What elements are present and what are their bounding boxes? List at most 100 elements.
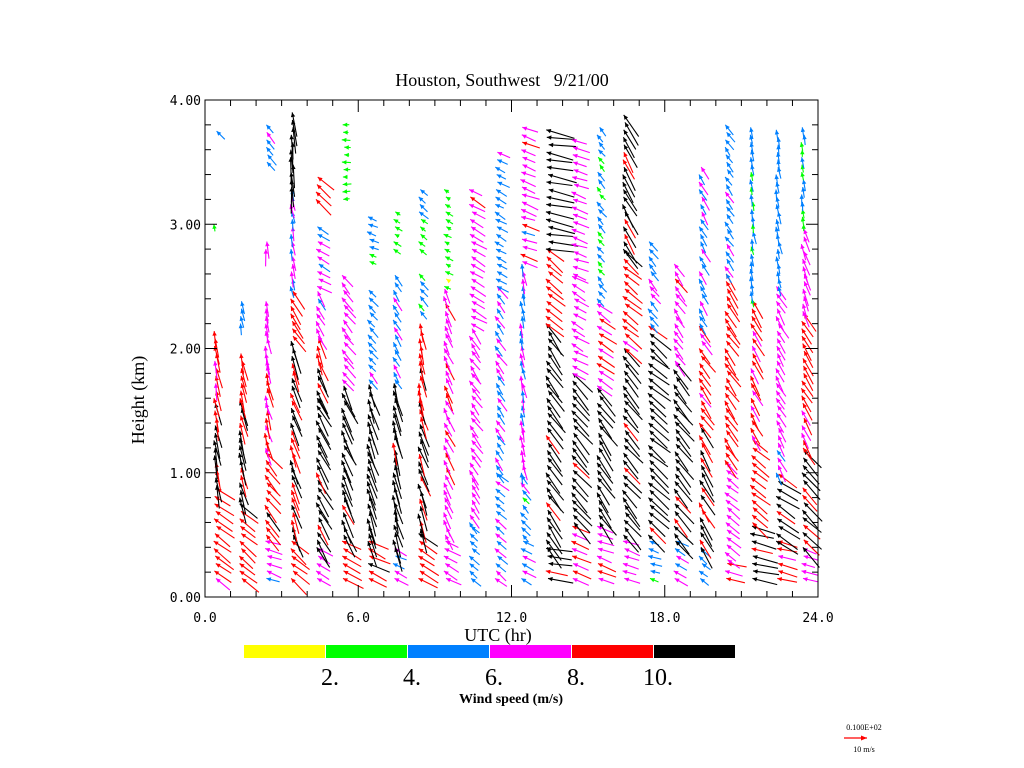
wind-vector <box>342 319 353 334</box>
wind-vector-arrowhead <box>597 570 603 575</box>
wind-vector-arrowhead <box>495 496 500 501</box>
y-tick-labels: 0.001.002.003.004.00 <box>170 94 201 606</box>
wind-vector <box>469 462 479 476</box>
wind-vector <box>725 333 740 349</box>
wind-vector-arrowhead <box>341 137 347 143</box>
wind-vector-arrowhead <box>497 405 502 411</box>
wind-vector <box>623 444 644 464</box>
wind-vector <box>419 310 428 320</box>
wind-vector-arrowhead <box>701 196 706 202</box>
wind-vector <box>316 457 330 483</box>
wind-vector-arrowhead <box>676 436 681 442</box>
wind-vectors <box>212 112 823 596</box>
wind-vector-arrowhead <box>240 475 245 481</box>
wind-vector <box>699 363 711 380</box>
wind-vector-arrowhead <box>777 308 782 314</box>
wind-vector-arrowhead <box>496 189 502 194</box>
wind-vector-arrowhead <box>699 278 704 284</box>
wind-vector <box>724 348 736 367</box>
wind-vector-arrowhead <box>546 435 551 441</box>
wind-vector <box>291 474 303 499</box>
wind-vector-arrowhead <box>701 547 706 553</box>
wind-vector <box>598 208 608 218</box>
wind-vector <box>266 570 282 579</box>
wind-vector <box>598 499 612 521</box>
wind-vector <box>775 397 785 410</box>
wind-vector <box>802 179 807 192</box>
wind-vector <box>494 315 506 329</box>
wind-vector-arrowhead <box>572 380 578 386</box>
wind-vector <box>803 350 814 369</box>
wind-vector <box>265 547 283 556</box>
wind-vector <box>599 440 612 462</box>
wind-vector-arrowhead <box>420 311 425 317</box>
wind-vector <box>801 335 814 354</box>
wind-vector <box>803 524 821 540</box>
wind-vector-arrowhead <box>623 114 629 120</box>
wind-vector <box>673 308 683 325</box>
wind-vector-arrowhead <box>445 219 451 224</box>
wind-vector-arrowhead <box>573 418 578 423</box>
wind-vector-arrowhead <box>292 400 296 406</box>
wind-vector-arrowhead <box>443 520 448 525</box>
wind-vector-arrowhead <box>418 446 423 452</box>
wind-column <box>673 263 695 587</box>
wind-vector-arrowhead <box>419 506 424 512</box>
wind-vector-arrowhead <box>674 488 679 494</box>
wind-vector-arrowhead <box>725 423 730 428</box>
wind-vector <box>649 407 668 425</box>
wind-vector-arrowhead <box>596 201 602 207</box>
wind-vector <box>726 577 746 584</box>
wind-vector <box>648 519 666 538</box>
wind-vector <box>494 345 503 357</box>
wind-vector-arrowhead <box>774 129 780 135</box>
wind-vector <box>468 522 478 535</box>
wind-vector-arrowhead <box>497 181 503 186</box>
reference-vector: 0.100E+02 10 m/s <box>844 723 882 754</box>
wind-vector-arrowhead <box>240 383 245 389</box>
wind-vector <box>546 397 561 419</box>
wind-vector-shaft <box>548 226 576 235</box>
wind-vector <box>420 233 428 241</box>
wind-vector <box>801 303 808 319</box>
wind-vector <box>673 525 694 546</box>
wind-vector-arrowhead <box>266 482 272 488</box>
wind-vector-arrowhead <box>699 435 704 441</box>
wind-vector-shaft <box>545 218 574 228</box>
wind-vector <box>368 384 376 408</box>
wind-vector-arrowhead <box>471 395 477 401</box>
wind-vector-arrowhead <box>776 264 782 269</box>
wind-vector-arrowhead <box>495 219 501 224</box>
wind-vector <box>751 499 768 515</box>
wind-vector-arrowhead <box>393 219 399 224</box>
wind-vector-arrowhead <box>291 541 297 546</box>
wind-vector-arrowhead <box>675 563 681 568</box>
wind-vector-arrowhead <box>648 482 654 488</box>
wind-vector-arrowhead <box>393 413 398 419</box>
wind-vector-arrowhead <box>801 395 806 401</box>
wind-vector <box>546 532 563 555</box>
wind-column <box>315 176 335 587</box>
wind-vector-arrowhead <box>343 290 348 295</box>
wind-vector-arrowhead <box>624 445 629 451</box>
wind-vector-arrowhead <box>317 256 323 261</box>
wind-vector-arrowhead <box>775 204 780 210</box>
wind-vector <box>471 248 486 258</box>
wind-vector <box>597 179 606 190</box>
wind-vector <box>571 138 587 145</box>
wind-vector <box>726 243 735 257</box>
wind-vector-arrowhead <box>674 308 679 314</box>
wind-vector-arrowhead <box>726 214 732 220</box>
wind-vector <box>470 285 487 297</box>
wind-vector <box>471 328 482 345</box>
wind-vector <box>444 548 462 557</box>
wind-vector <box>571 484 588 503</box>
wind-vector <box>317 383 329 404</box>
wind-vector <box>724 191 735 204</box>
wind-vector-arrowhead <box>367 503 372 509</box>
wind-vector-arrowhead <box>599 318 605 323</box>
wind-vector-arrowhead <box>443 460 448 466</box>
wind-vector <box>724 551 737 562</box>
wind-vector-arrowhead <box>443 482 448 488</box>
wind-vector <box>317 256 330 265</box>
